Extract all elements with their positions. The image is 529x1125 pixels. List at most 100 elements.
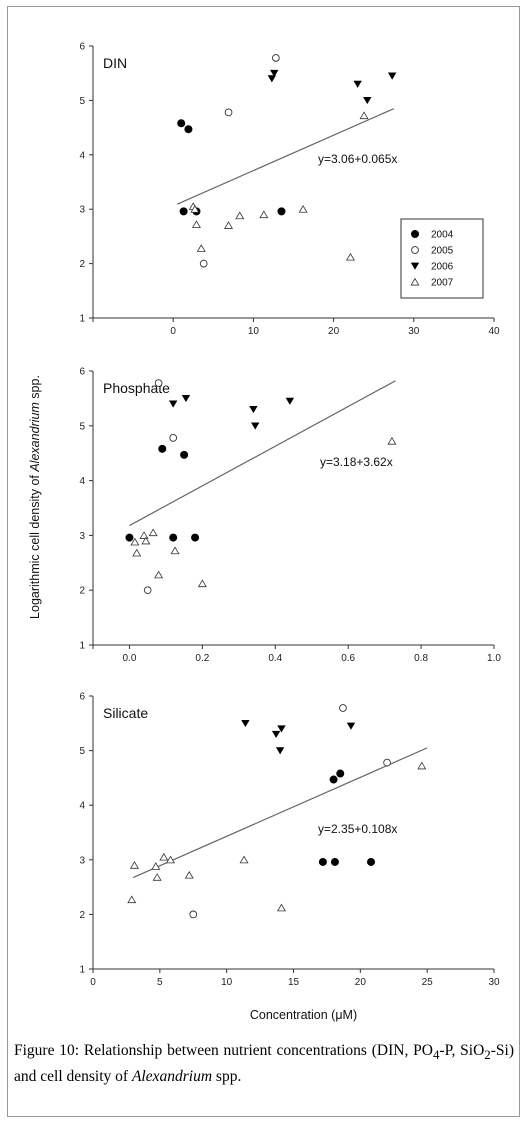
- point-2004: [179, 207, 188, 216]
- point-2004: [184, 125, 193, 134]
- y-axis-title-italic: Alexandrium: [28, 402, 42, 472]
- y-tick-label: 1: [79, 965, 85, 976]
- point-2007: [148, 528, 158, 537]
- x-tick-label: 30: [408, 326, 420, 337]
- regression-line: [129, 380, 396, 527]
- point-2007: [127, 895, 137, 904]
- y-tick-label: 2: [79, 586, 85, 597]
- point-2007: [239, 855, 249, 864]
- point-2007: [235, 211, 245, 220]
- point-2004: [158, 444, 167, 453]
- point-2005: [154, 379, 163, 387]
- caption-sub-2: 2: [484, 1047, 491, 1063]
- x-tick-label: 5: [157, 977, 163, 988]
- y-tick-label: 1: [79, 314, 85, 325]
- point-2004: [177, 119, 186, 128]
- point-2006: [353, 80, 362, 88]
- point-2007: [359, 111, 369, 120]
- point-2007: [190, 204, 200, 213]
- legend-label-2006: 2006: [431, 262, 454, 273]
- panel-title: DIN: [103, 55, 127, 71]
- x-tick-label: 1.0: [487, 653, 501, 664]
- x-tick-label: 0: [90, 977, 96, 988]
- regression-line: [132, 747, 428, 879]
- legend-marker-2006: [410, 262, 420, 270]
- point-2006: [251, 422, 260, 430]
- caption-mid2: -Si) and cell density of: [14, 1042, 514, 1086]
- regression-equation: y=3.18+3.62x: [320, 455, 393, 469]
- point-2007: [184, 870, 194, 879]
- caption-sub-4: 4: [432, 1047, 440, 1063]
- point-2005: [189, 910, 198, 919]
- y-tick-label: 5: [79, 421, 85, 432]
- point-2006: [387, 72, 397, 80]
- point-2006: [275, 747, 285, 755]
- point-2004: [336, 769, 345, 778]
- y-axis-title-prefix: Logarithmic cell density of: [28, 472, 42, 619]
- point-2007: [152, 873, 162, 881]
- point-2005: [339, 704, 347, 712]
- figure-caption: Figure 10: Relationship between nutrient…: [14, 1040, 514, 1088]
- point-2007: [196, 244, 206, 252]
- point-2004: [367, 857, 376, 866]
- point-2006: [169, 400, 178, 408]
- point-2007: [298, 204, 308, 213]
- y-tick-label: 6: [79, 692, 85, 703]
- point-2004: [169, 533, 178, 542]
- point-2007: [276, 903, 286, 912]
- legend-label-2005: 2005: [431, 246, 454, 257]
- x-axis-title: Concentration (μM): [250, 1008, 357, 1022]
- x-tick-label: 15: [288, 977, 300, 988]
- y-tick-label: 4: [79, 476, 85, 487]
- point-2005: [199, 259, 208, 268]
- y-tick-label: 5: [79, 96, 85, 107]
- point-2007: [387, 436, 397, 445]
- point-2007: [417, 761, 427, 770]
- point-2007: [166, 855, 176, 864]
- legend-marker-2005: [411, 246, 419, 254]
- legend-marker-2004: [410, 229, 419, 238]
- regression-equation: y=2.35+0.108x: [318, 822, 397, 836]
- point-2006: [346, 722, 356, 730]
- point-2004: [277, 207, 286, 216]
- x-tick-label: 20: [355, 977, 367, 988]
- point-2005: [169, 434, 178, 442]
- legend-label-2004: 2004: [431, 230, 454, 241]
- y-tick-label: 4: [79, 801, 85, 812]
- point-2007: [139, 531, 149, 539]
- point-2006: [249, 406, 258, 414]
- y-tick-label: 3: [79, 205, 85, 216]
- point-2007: [141, 536, 151, 545]
- y-tick-label: 4: [79, 150, 85, 161]
- point-2006: [241, 719, 250, 728]
- point-2007: [345, 252, 355, 261]
- y-tick-label: 6: [79, 367, 85, 378]
- panel-title: Phosphate: [103, 380, 170, 396]
- point-2004: [191, 533, 200, 542]
- point-2005: [272, 54, 280, 62]
- x-tick-label: 40: [488, 326, 500, 337]
- point-2007: [259, 210, 269, 219]
- y-tick-label: 2: [79, 910, 85, 921]
- point-2007: [129, 861, 139, 869]
- point-2004: [125, 533, 134, 542]
- y-tick-label: 3: [79, 855, 85, 866]
- legend-marker-2007: [410, 277, 420, 286]
- panel-title: Silicate: [103, 705, 148, 721]
- point-2004: [318, 857, 327, 866]
- y-tick-label: 3: [79, 531, 85, 542]
- point-2005: [143, 586, 152, 595]
- x-tick-label: 0.8: [414, 653, 428, 664]
- point-2007: [151, 862, 161, 870]
- point-2005: [383, 758, 391, 767]
- point-2007: [130, 537, 140, 546]
- point-2007: [154, 570, 164, 579]
- legend: 2004 2005 2006 2007: [400, 218, 484, 299]
- point-2004: [330, 857, 339, 866]
- caption-prefix: Figure 10: Relationship between nutrient…: [14, 1042, 433, 1059]
- y-tick-label: 2: [79, 259, 85, 270]
- y-tick-label: 1: [79, 641, 85, 652]
- panel-silicate: 1 2 3 4 5 6 0 5 10 15 20 25 30 Silicate y=2.35+0.108x C…: [79, 692, 500, 1023]
